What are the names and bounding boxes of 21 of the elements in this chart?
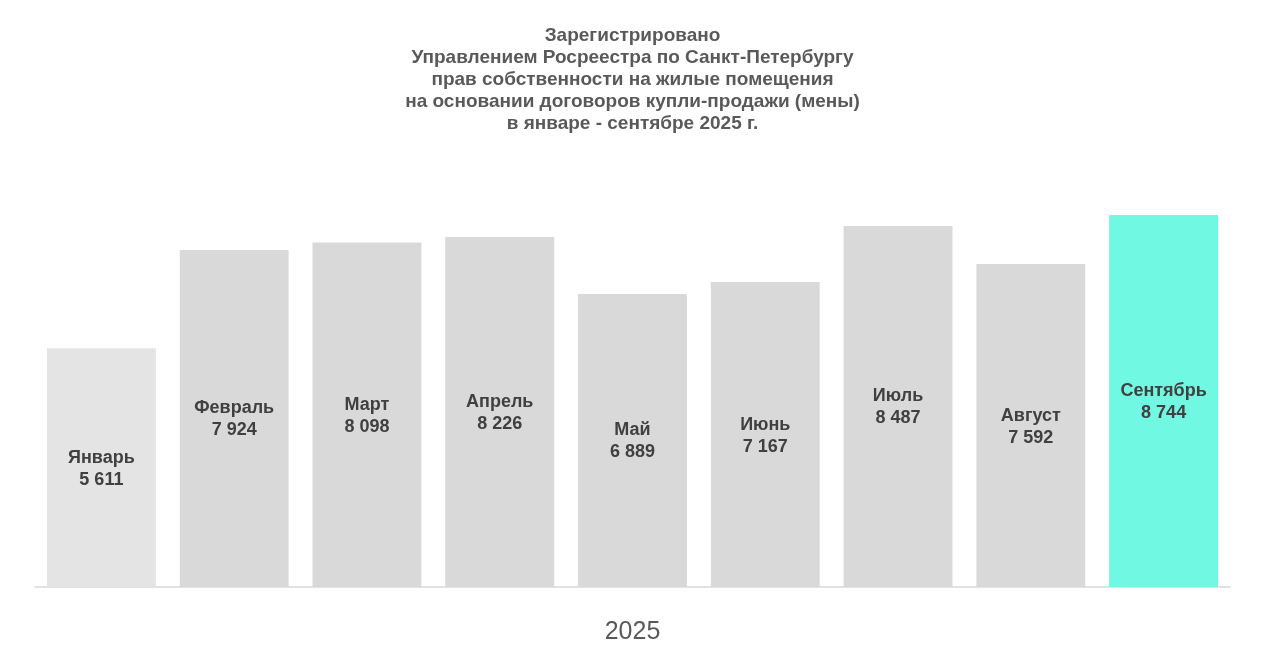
- x-tick-label: Сентябрь: [1120, 380, 1207, 400]
- x-tick-label: Апрель: [466, 391, 534, 412]
- data-label: 8 487: [875, 407, 921, 428]
- data-label: 7 592: [1008, 426, 1054, 447]
- x-tick-label: Июль: [872, 385, 924, 406]
- data-label: 8 226: [477, 413, 523, 434]
- data-label: 6 889: [609, 441, 656, 462]
- data-label: 7 924: [211, 419, 257, 440]
- data-label: 5 611: [79, 468, 124, 489]
- x-tick-label: Июнь: [740, 413, 791, 434]
- x-tick-label: Май: [614, 419, 651, 440]
- chart-title: Зарегистрировано Управлением Росреестра по Санкт-Петербургу прав собственности на жилые помещения на основании договоров купли-продажи (мены) в январе - сентябре 2025 г.: [405, 23, 860, 133]
- data-label: 7 167: [742, 435, 788, 456]
- x-tick-label: Март: [344, 393, 390, 414]
- x-tick-label: Август: [1000, 404, 1061, 425]
- bar: [1109, 215, 1219, 587]
- x-axis-title: 2025: [604, 615, 661, 644]
- x-tick-label: Февраль: [194, 397, 275, 418]
- data-label: 8 098: [344, 415, 390, 436]
- x-tick-label: Январь: [68, 446, 135, 467]
- data-label: 8 744: [1141, 402, 1187, 422]
